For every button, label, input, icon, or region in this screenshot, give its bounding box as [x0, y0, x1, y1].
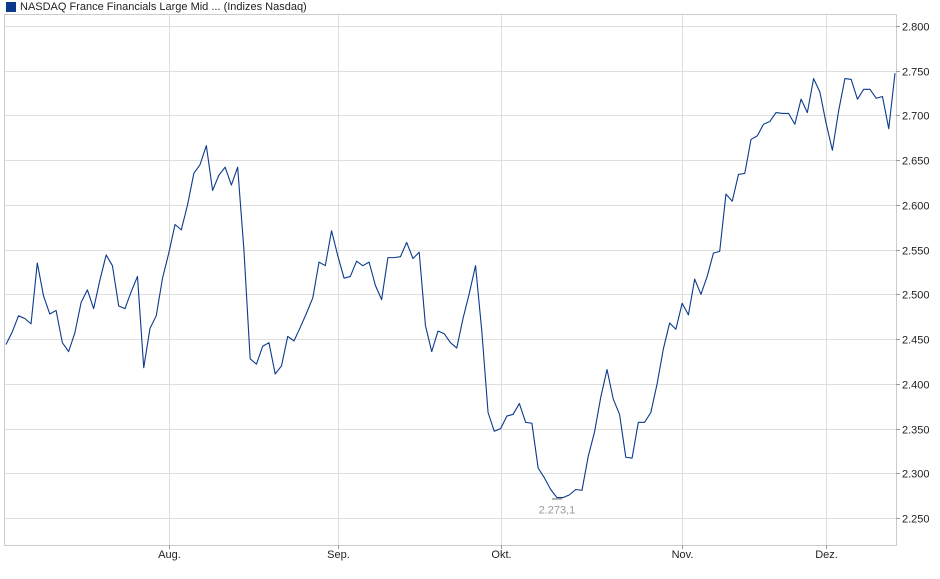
legend-swatch	[6, 2, 16, 12]
y-tick-label: 2.700	[902, 111, 930, 123]
y-tick-label: 2.600	[902, 201, 930, 213]
plot-frame	[4, 14, 897, 546]
y-tick-label: 2.750	[902, 67, 930, 79]
legend-label: NASDAQ France Financials Large Mid ... (…	[20, 1, 307, 13]
y-tick-label: 2.300	[902, 469, 930, 481]
series-line	[5, 73, 896, 499]
y-tick-label: 2.400	[902, 380, 930, 392]
x-tick-label: Aug.	[158, 549, 181, 561]
chart-legend: NASDAQ France Financials Large Mid ... (…	[6, 0, 307, 14]
y-tick-label: 2.550	[902, 246, 930, 258]
y-tick-label: 2.450	[902, 335, 930, 347]
x-tick-label: Sep.	[327, 549, 350, 561]
y-tick-label: 2.250	[902, 514, 930, 526]
y-tick-label: 2.650	[902, 156, 930, 168]
grid	[5, 15, 896, 545]
y-tick-label: 2.800	[902, 22, 930, 34]
x-axis: Aug.Sep.Okt.Nov.Dez.Jan.	[158, 545, 838, 561]
x-tick-label: Nov.	[672, 549, 694, 561]
x-tick-label: Okt.	[491, 549, 511, 561]
y-tick-label: 2.500	[902, 290, 930, 302]
min-value-label: 2.273,1	[539, 504, 576, 516]
series	[5, 73, 896, 499]
y-axis: 2.250 2.300 2.350 2.400 2.450 2.500 2.550 2.600…	[896, 22, 930, 526]
y-tick-label: 2.350	[902, 425, 930, 437]
annotations: 2.273,12.747,4	[539, 498, 576, 516]
x-tick-label: Dez.	[815, 549, 838, 561]
